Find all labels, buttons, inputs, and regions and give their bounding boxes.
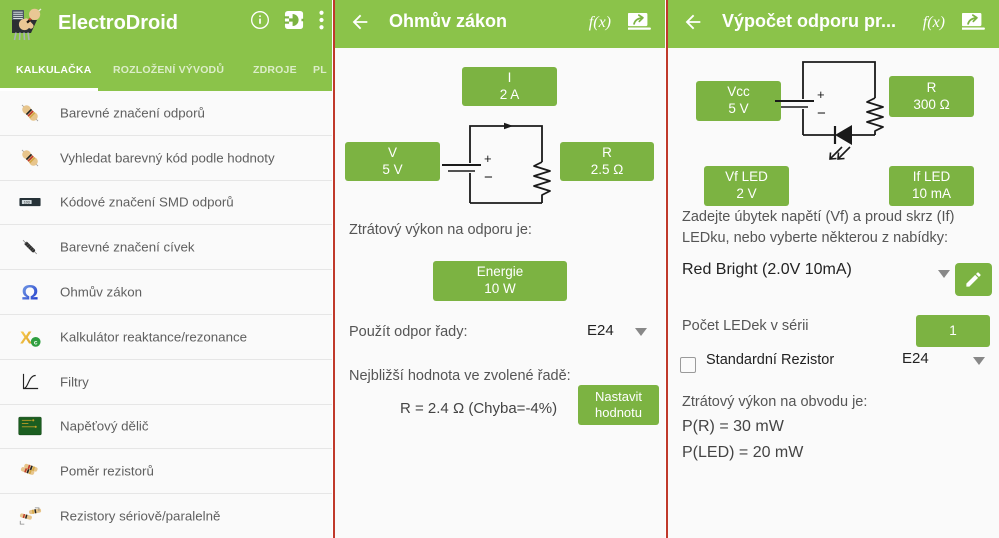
svg-text:c: c [34, 339, 38, 346]
svg-text:−: − [817, 105, 826, 122]
svg-text:+: + [817, 87, 825, 102]
svg-text:−: − [484, 169, 493, 186]
svg-text:Ω: Ω [22, 281, 39, 304]
svg-text:X: X [20, 327, 32, 347]
svg-text:+: + [484, 151, 492, 166]
svg-text:103: 103 [24, 201, 30, 205]
